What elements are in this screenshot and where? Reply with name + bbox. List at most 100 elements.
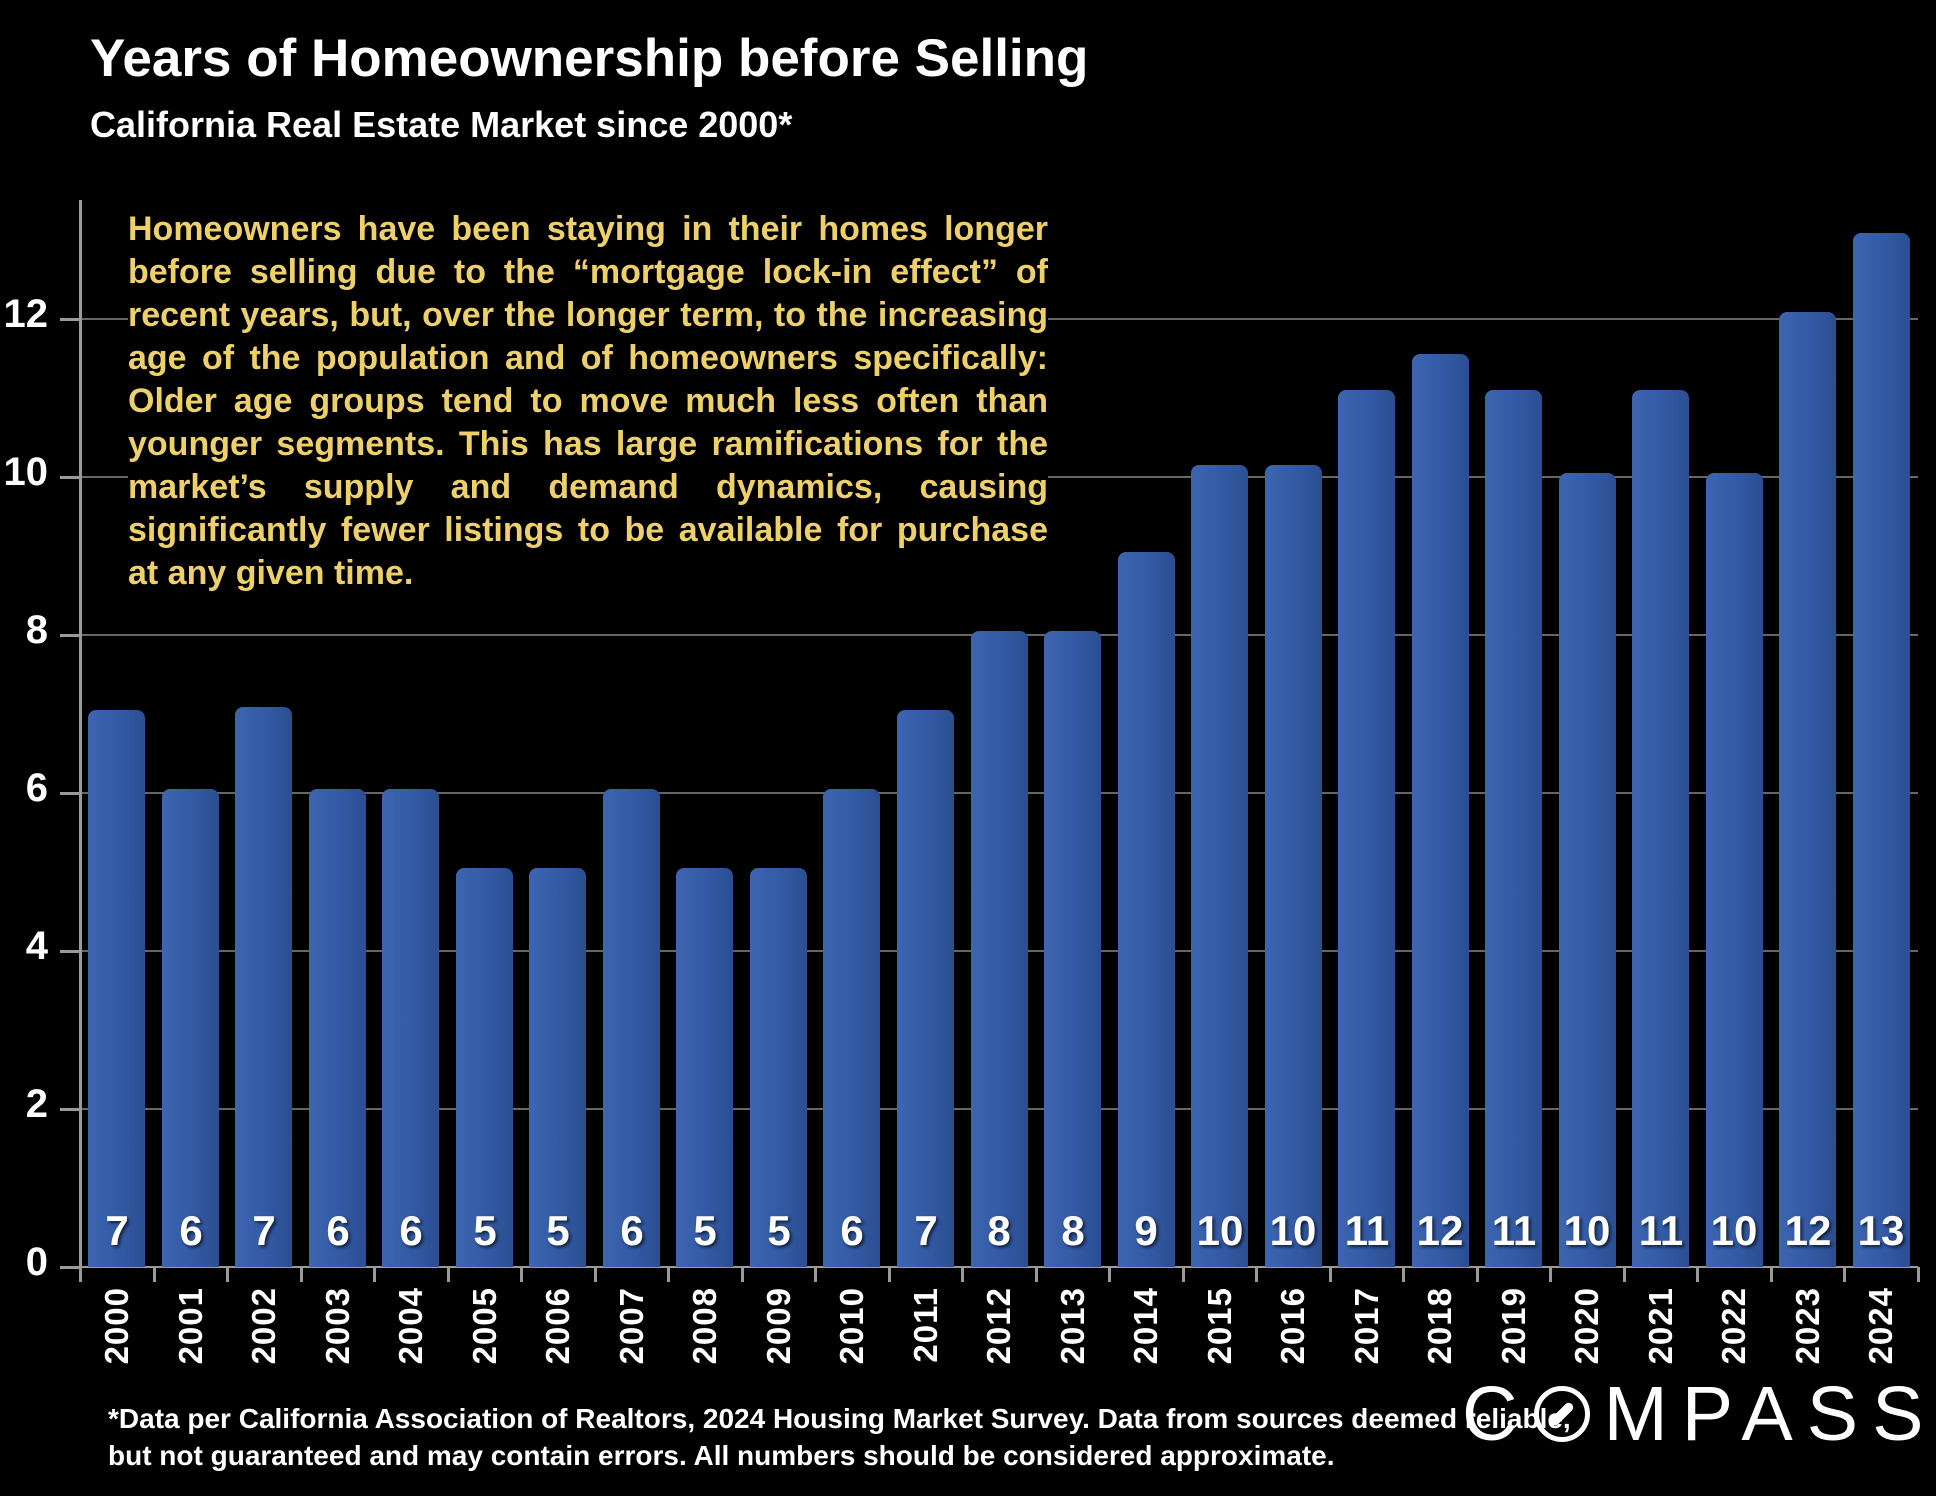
bar-2017 [1338,390,1395,1267]
bar-2020 [1559,473,1616,1267]
footnote-line-1: *Data per California Association of Real… [108,1403,1571,1434]
x-tick-13 [1035,1267,1038,1282]
bar-value-2017: 11 [1344,1207,1390,1254]
annotation-text: Homeowners have been staying in their ho… [128,208,1048,601]
y-tick-2 [60,1107,80,1111]
x-tick-label-2012: 2012 [962,1287,1036,1417]
x-tick-label-text-2008: 2008 [686,1287,723,1365]
bar-value-2000: 7 [105,1207,129,1254]
x-tick-23 [1770,1267,1773,1282]
x-tick-label-text-2017: 2017 [1348,1287,1385,1365]
x-tick-14 [1108,1267,1111,1282]
bar-2019 [1485,390,1542,1267]
bar-value-2010: 6 [840,1207,864,1254]
bar-2010 [823,789,880,1267]
x-tick-label-text-2019: 2019 [1495,1287,1532,1365]
x-tick-label-text-2020: 2020 [1568,1287,1605,1365]
x-tick-label-text-2021: 2021 [1642,1287,1679,1365]
x-axis-line [80,1266,1918,1268]
x-tick-label-text-2004: 2004 [392,1287,429,1365]
x-tick-label-2015: 2015 [1183,1287,1257,1417]
x-tick-label-text-2009: 2009 [760,1287,797,1365]
bar-value-2019: 11 [1491,1207,1537,1254]
y-tick-label-4: 4 [25,923,48,968]
x-tick-label-text-2011: 2011 [907,1287,944,1363]
bar-value-2020: 10 [1563,1207,1611,1254]
bar-value-2002: 7 [252,1207,276,1254]
x-tick-6 [520,1267,523,1282]
x-tick-label-2006: 2006 [521,1287,595,1417]
x-tick-label-2013: 2013 [1036,1287,1110,1417]
y-tick-label-6: 6 [25,765,48,810]
x-tick-label-text-2024: 2024 [1862,1287,1899,1365]
x-tick-label-text-2018: 2018 [1421,1287,1458,1365]
x-tick-11 [888,1267,891,1282]
x-tick-label-text-2010: 2010 [833,1287,870,1365]
bar-2014 [1118,552,1175,1267]
y-tick-0 [60,1266,80,1269]
bar-value-2018: 12 [1416,1207,1464,1254]
x-tick-21 [1623,1267,1626,1282]
logo-letter-c: C [1462,1371,1532,1457]
page-subtitle: California Real Estate Market since 2000… [90,104,793,145]
y-axis-line [79,200,82,1267]
y-tick-label-0: 0 [25,1240,48,1284]
x-tick-4 [373,1267,376,1282]
bar-value-2006: 5 [546,1207,570,1254]
y-tick-4 [60,949,80,953]
bar-2008 [676,868,733,1267]
y-tick-10 [60,475,80,479]
x-tick-label-2004: 2004 [374,1287,448,1417]
bar-2000 [88,710,145,1267]
logo-letters-mpass: MPASS [1603,1371,1936,1457]
bar-2021 [1632,390,1689,1267]
x-tick-9 [741,1267,744,1282]
bar-value-2003: 6 [326,1207,350,1254]
bar-2024 [1853,233,1910,1267]
x-tick-22 [1696,1267,1699,1282]
x-tick-1 [153,1267,156,1282]
bar-value-2011: 7 [914,1207,938,1254]
bar-2009 [750,868,807,1267]
bar-value-2008: 5 [693,1207,717,1254]
y-tick-6 [60,791,80,795]
bar-2007 [603,789,660,1267]
y-tick-12 [60,317,80,321]
x-tick-label-text-2022: 2022 [1715,1287,1752,1365]
bar-value-2016: 10 [1269,1207,1317,1254]
x-tick-7 [594,1267,597,1282]
x-tick-label-2000: 2000 [80,1287,154,1417]
x-tick-25 [1917,1267,1920,1282]
x-tick-label-2001: 2001 [154,1287,228,1417]
bar-value-2022: 10 [1710,1207,1758,1254]
y-tick-8 [60,633,80,637]
bar-value-2014: 9 [1134,1207,1158,1254]
y-tick-label-8: 8 [25,607,48,652]
bar-value-2015: 10 [1196,1207,1244,1254]
bar-2006 [529,868,586,1267]
bar-2001 [162,789,219,1267]
x-tick-3 [300,1267,303,1282]
x-tick-label-2014: 2014 [1109,1287,1183,1417]
bar-2015 [1191,465,1248,1267]
x-tick-15 [1182,1267,1185,1282]
x-tick-label-2016: 2016 [1256,1287,1330,1417]
x-tick-8 [667,1267,670,1282]
page-title: Years of Homeownership before Selling [90,29,1089,88]
x-tick-label-2007: 2007 [595,1287,669,1417]
x-tick-17 [1329,1267,1332,1282]
x-tick-label-text-2023: 2023 [1789,1287,1826,1365]
bar-2016 [1265,465,1322,1267]
y-tick-label-2: 2 [25,1081,48,1126]
bar-value-2001: 6 [179,1207,203,1254]
x-tick-label-2010: 2010 [815,1287,889,1417]
x-tick-24 [1843,1267,1846,1282]
bar-2018 [1412,354,1469,1267]
x-tick-label-text-2013: 2013 [1054,1287,1091,1365]
x-tick-20 [1549,1267,1552,1282]
bar-2005 [456,868,513,1267]
compass-needle-icon [1548,1400,1575,1428]
x-tick-label-2005: 2005 [448,1287,522,1417]
x-tick-label-text-2007: 2007 [613,1287,650,1365]
